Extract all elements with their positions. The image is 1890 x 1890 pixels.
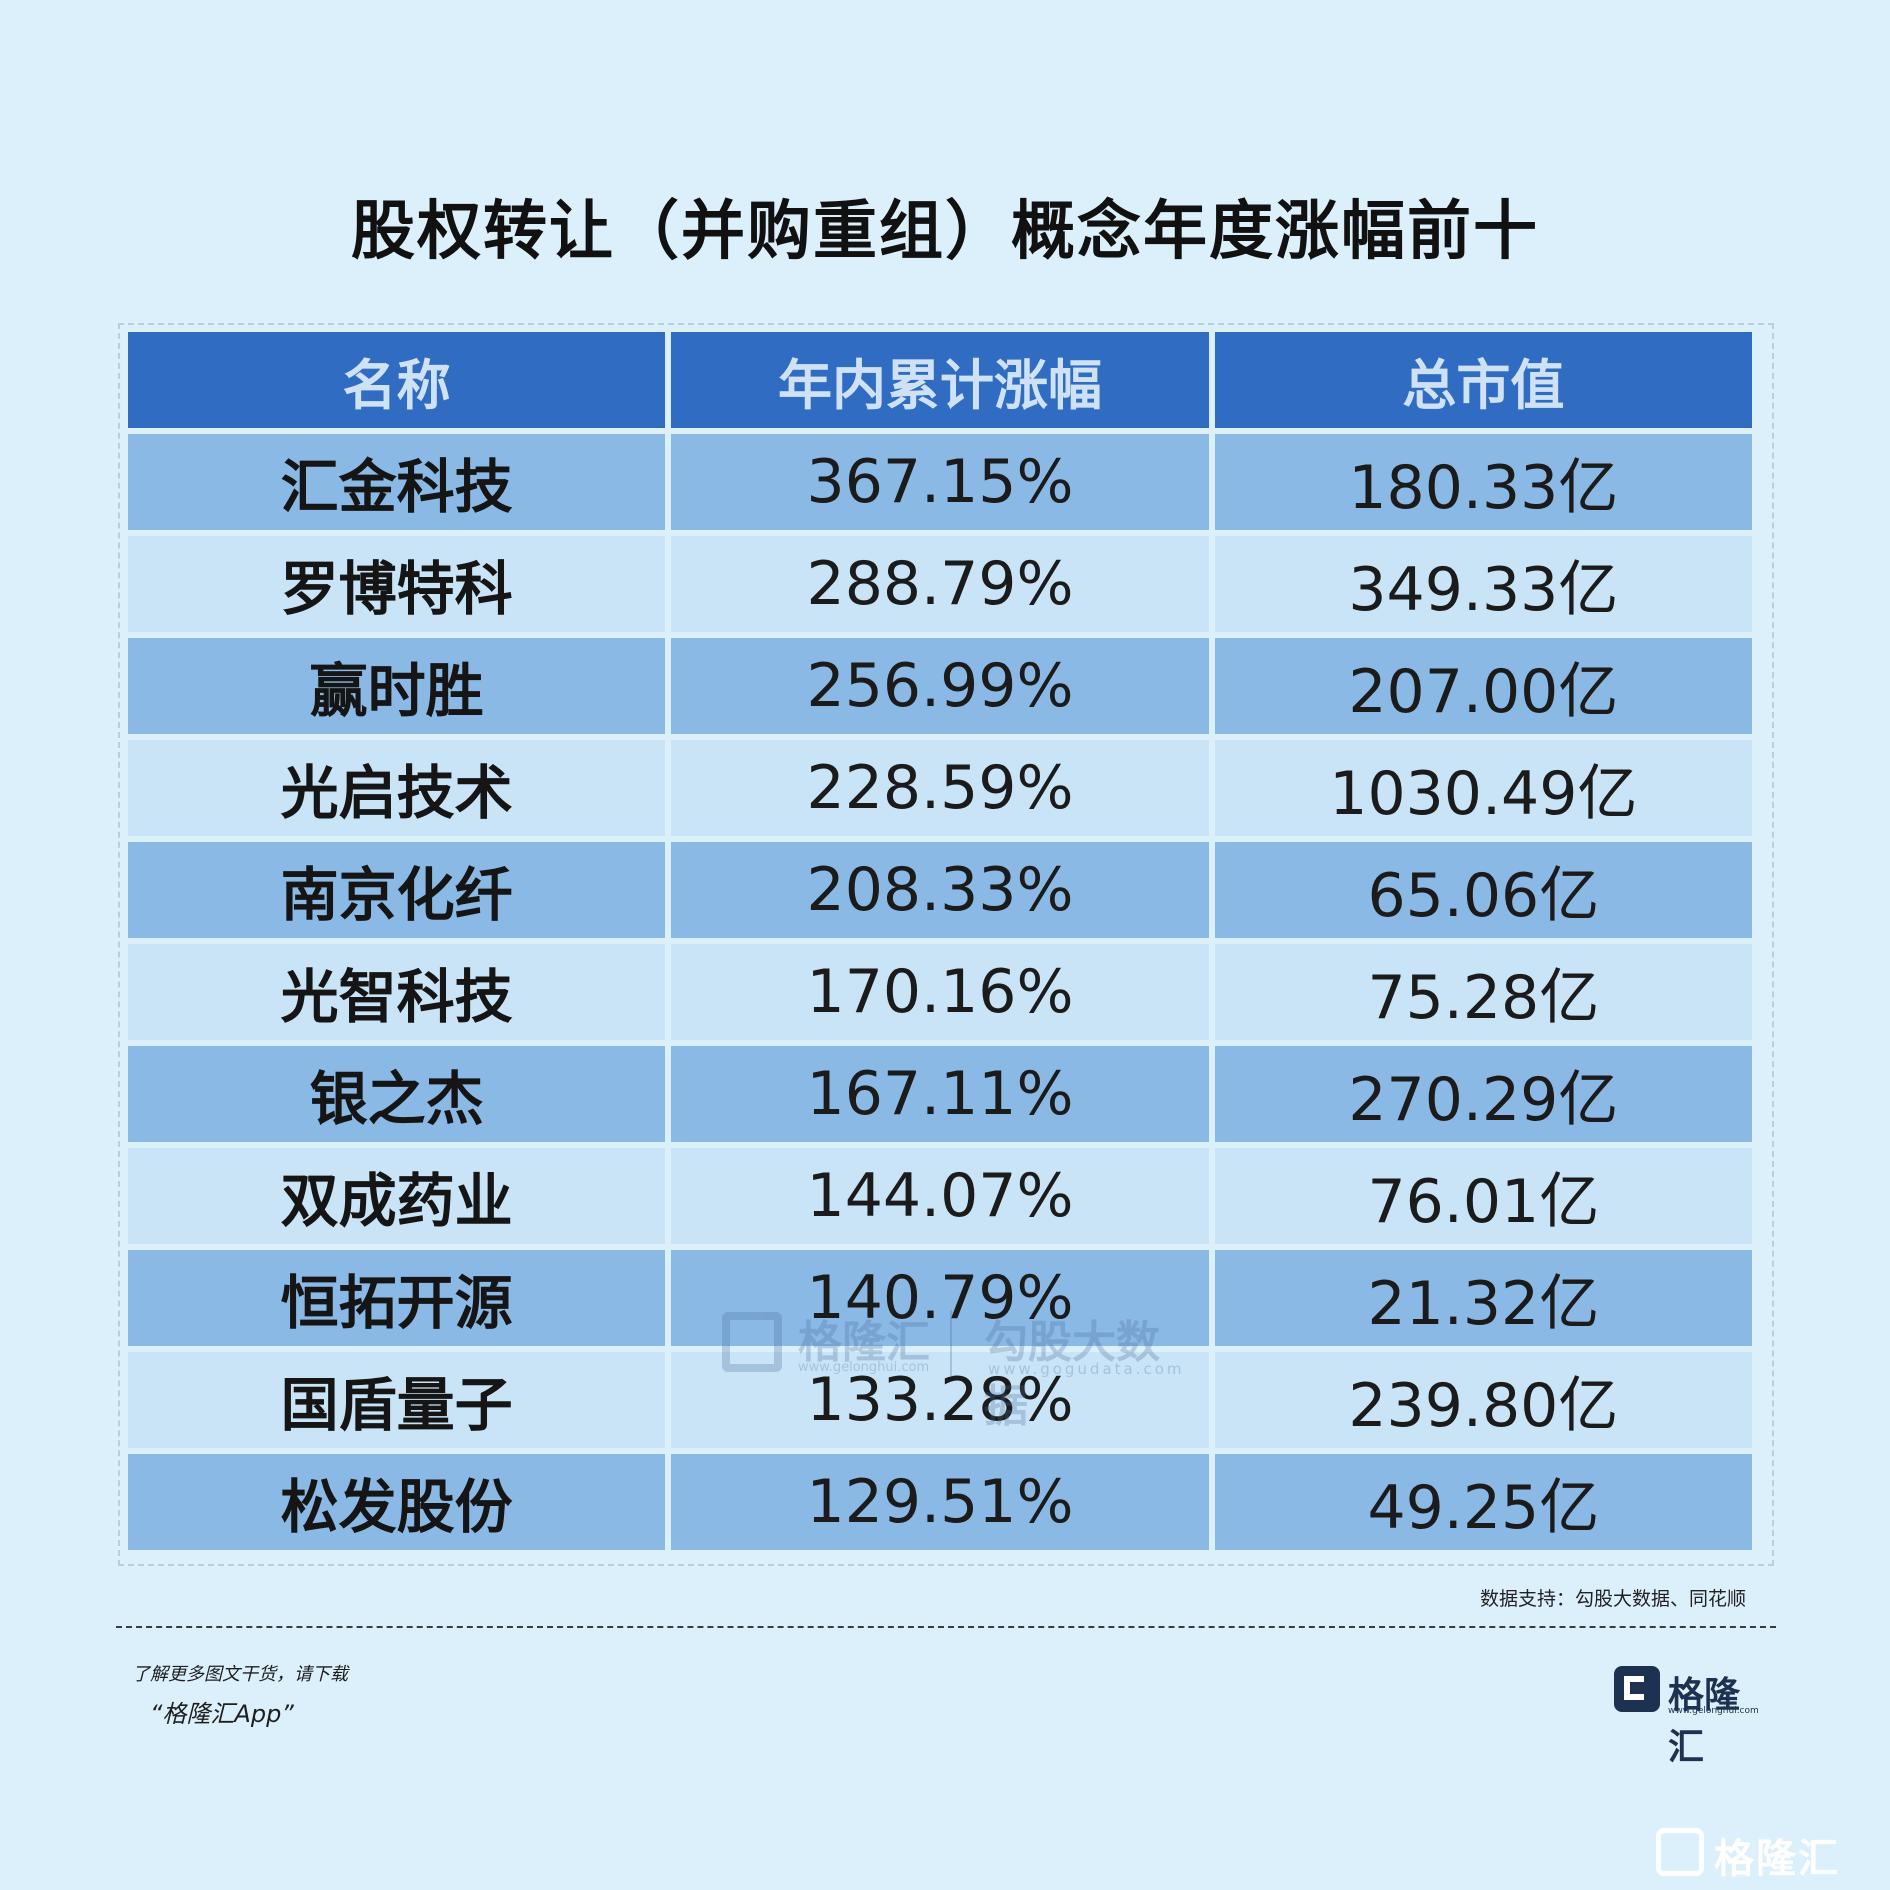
cell-annual-gain: 288.79%	[671, 536, 1209, 632]
cell-annual-gain: 208.33%	[671, 842, 1209, 938]
corner-brand-name: 格隆汇	[1714, 1836, 1840, 1882]
cell-annual-gain: 170.16%	[671, 944, 1209, 1040]
table-row: 银之杰 167.11% 270.29亿	[128, 1046, 1752, 1142]
data-source: 数据支持：勾股大数据、同花顺	[1479, 1588, 1746, 1610]
table-row: 双成药业 144.07% 76.01亿	[128, 1148, 1752, 1244]
page-title: 股权转让（并购重组）概念年度涨幅前十	[351, 195, 1539, 269]
cell-market-cap: 1030.49亿	[1214, 740, 1752, 836]
cell-stock-name: 恒拓开源	[128, 1250, 666, 1346]
table-row: 国盾量子 133.28% 239.80亿	[128, 1352, 1752, 1448]
cell-market-cap: 65.06亿	[1214, 842, 1752, 938]
cell-market-cap: 49.25亿	[1214, 1454, 1752, 1550]
cell-stock-name: 光启技术	[128, 740, 666, 836]
cell-market-cap: 349.33亿	[1214, 536, 1752, 632]
brand-name: 格隆汇	[1668, 1675, 1741, 1768]
cell-market-cap: 180.33亿	[1214, 434, 1752, 530]
footer-prompt: 了解更多图文干货，请下载	[132, 1664, 348, 1685]
column-header-gain: 年内累计涨幅	[671, 332, 1209, 428]
table-body: 汇金科技 367.15% 180.33亿 罗博特科 288.79% 349.33亿 赢时胜 2…	[128, 434, 1752, 1550]
cell-stock-name: 赢时胜	[128, 638, 666, 734]
table-row: 汇金科技 367.15% 180.33亿	[128, 434, 1752, 530]
cell-stock-name: 银之杰	[128, 1046, 666, 1142]
table-row: 南京化纤 208.33% 65.06亿	[128, 842, 1752, 938]
brand-g-icon	[1614, 1666, 1660, 1712]
table-header-row: 名称 年内累计涨幅 总市值	[128, 332, 1752, 428]
cell-stock-name: 南京化纤	[128, 842, 666, 938]
cell-market-cap: 21.32亿	[1214, 1250, 1752, 1346]
cell-market-cap: 239.80亿	[1214, 1352, 1752, 1448]
cell-market-cap: 76.01亿	[1214, 1148, 1752, 1244]
cell-annual-gain: 140.79%	[671, 1250, 1209, 1346]
brand-logo: 格隆汇 www.gelonghui.com	[1614, 1666, 1774, 1768]
cell-market-cap: 207.00亿	[1214, 638, 1752, 734]
ranking-table: 名称 年内累计涨幅 总市值 汇金科技 367.15% 180.33亿 罗博特科 288.…	[122, 326, 1758, 1556]
cell-annual-gain: 144.07%	[671, 1148, 1209, 1244]
table-row: 松发股份 129.51% 49.25亿	[128, 1454, 1752, 1550]
table-row: 罗博特科 288.79% 349.33亿	[128, 536, 1752, 632]
cell-annual-gain: 228.59%	[671, 740, 1209, 836]
column-header-market-cap: 总市值	[1214, 332, 1752, 428]
footer-divider	[116, 1626, 1776, 1628]
cell-market-cap: 75.28亿	[1214, 944, 1752, 1040]
table-row: 赢时胜 256.99% 207.00亿	[128, 638, 1752, 734]
cell-stock-name: 光智科技	[128, 944, 666, 1040]
table-row: 恒拓开源 140.79% 21.32亿	[128, 1250, 1752, 1346]
cell-annual-gain: 167.11%	[671, 1046, 1209, 1142]
cell-annual-gain: 256.99%	[671, 638, 1209, 734]
cell-annual-gain: 133.28%	[671, 1352, 1209, 1448]
corner-g-icon	[1656, 1828, 1704, 1876]
cell-stock-name: 松发股份	[128, 1454, 666, 1550]
footer-app-name: “格隆汇App”	[150, 1700, 294, 1728]
table-row: 光智科技 170.16% 75.28亿	[128, 944, 1752, 1040]
cell-stock-name: 汇金科技	[128, 434, 666, 530]
corner-watermark: 格隆汇	[1656, 1826, 1880, 1882]
cell-stock-name: 双成药业	[128, 1148, 666, 1244]
cell-annual-gain: 367.15%	[671, 434, 1209, 530]
brand-url: www.gelonghui.com	[1668, 1706, 1759, 1716]
cell-stock-name: 罗博特科	[128, 536, 666, 632]
column-header-name: 名称	[128, 332, 666, 428]
cell-annual-gain: 129.51%	[671, 1454, 1209, 1550]
table-frame	[118, 323, 1774, 1566]
cell-market-cap: 270.29亿	[1214, 1046, 1752, 1142]
table-row: 光启技术 228.59% 1030.49亿	[128, 740, 1752, 836]
cell-stock-name: 国盾量子	[128, 1352, 666, 1448]
